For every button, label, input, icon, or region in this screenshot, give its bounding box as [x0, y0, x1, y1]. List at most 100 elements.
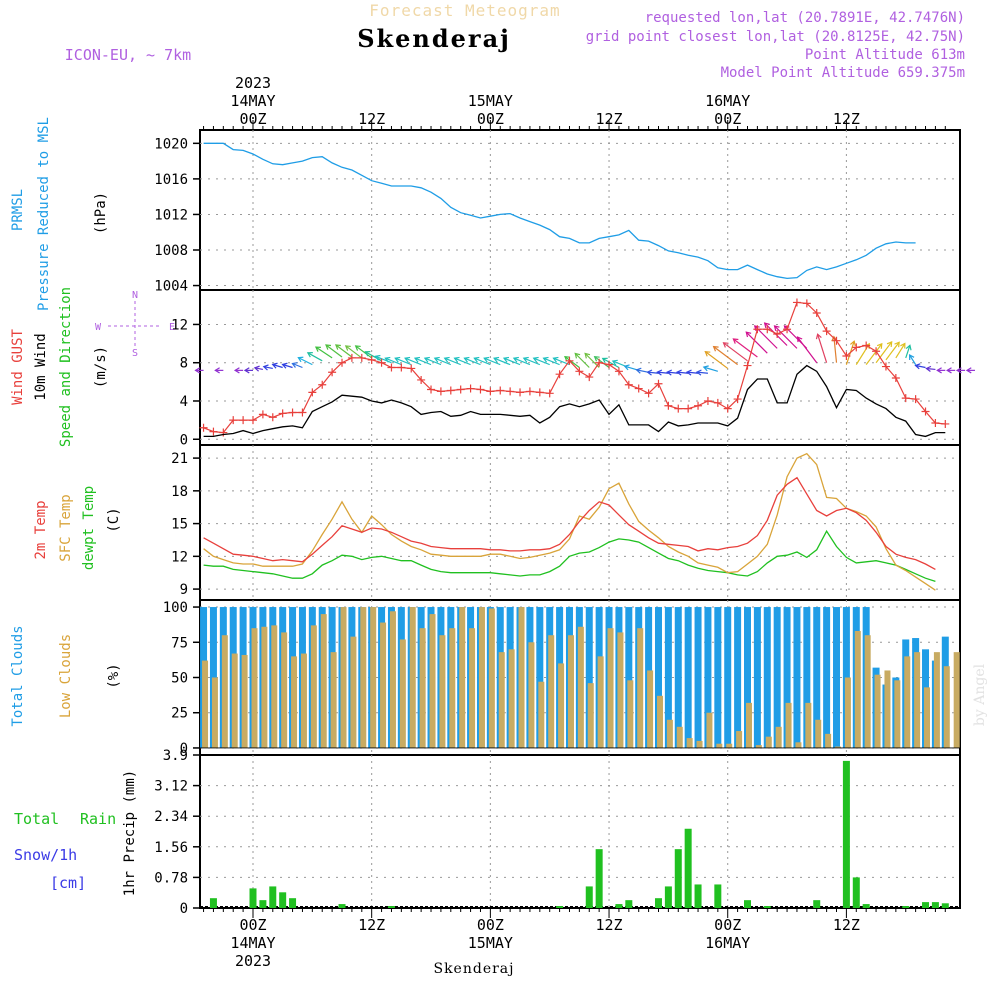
gust-marker — [891, 374, 900, 383]
wind-arrow-head — [493, 356, 500, 363]
total-cloud-bar — [734, 607, 742, 748]
total-cloud-bar — [625, 607, 633, 748]
rain-bar — [941, 903, 949, 908]
low-cloud-bar — [409, 607, 416, 748]
wind-arrow-head — [936, 367, 942, 374]
wind-arrow-head — [253, 365, 260, 372]
low-cloud-bar — [498, 652, 505, 748]
low-cloud-bar — [647, 670, 654, 748]
low-cloud-bar — [300, 653, 307, 748]
gust-marker — [357, 353, 366, 362]
time-label-bottom: 14MAY — [230, 934, 275, 952]
wind-arrow-head — [702, 365, 709, 372]
wind-arrow-head — [384, 356, 391, 363]
y-tick-label: 15 — [171, 517, 188, 533]
wind-arrow — [484, 357, 501, 366]
wind-arrow-head — [522, 356, 529, 363]
gust-marker — [812, 308, 821, 317]
wind-arrow — [855, 343, 870, 365]
time-label-top: 12Z — [595, 110, 622, 128]
y-tick-label: 18 — [171, 484, 188, 500]
wind-arrow-head — [646, 369, 653, 376]
gust-marker — [278, 409, 287, 418]
wind-arrow-head — [314, 346, 321, 352]
gust-marker — [288, 408, 297, 417]
y-tick-label: 3.12 — [154, 779, 188, 795]
low-clouds-label: Low Clouds — [58, 634, 74, 718]
wind-arrow — [385, 357, 402, 366]
wind-arrow — [543, 357, 560, 366]
y-tick-label: 3.9 — [163, 748, 188, 764]
gust-marker — [446, 386, 455, 395]
wind-arrow — [703, 366, 719, 372]
wind-arrow — [404, 357, 422, 366]
wind-arrow-head — [704, 350, 711, 357]
y-tick-label: 1012 — [154, 207, 188, 223]
wind-arrow-head — [325, 344, 332, 350]
rain-bar — [654, 898, 662, 908]
gust-marker — [881, 362, 890, 371]
wind10m-line — [203, 364, 946, 438]
wind-unit-label: (m/s) — [93, 346, 109, 388]
low-cloud-bar — [261, 626, 268, 748]
gust-marker — [258, 410, 267, 419]
low-cloud-bar — [815, 719, 822, 748]
rain-bar — [664, 886, 672, 908]
wind-arrow — [905, 345, 911, 359]
compass-e: E — [169, 322, 175, 333]
wind-arrow — [513, 357, 531, 366]
low-cloud-bar — [330, 652, 337, 748]
gust-marker — [941, 419, 950, 428]
gust-marker — [763, 325, 772, 334]
gust-marker — [842, 352, 851, 361]
wind-arrow — [474, 357, 491, 366]
wind-arrow-head — [965, 367, 972, 374]
gust-marker — [753, 325, 762, 334]
wind-arrow — [636, 369, 649, 373]
gust-marker — [674, 404, 683, 413]
wind-arrow-head — [732, 338, 739, 344]
y-tick-label: 0 — [180, 432, 188, 448]
rain-bar — [279, 892, 287, 908]
gust-marker — [249, 416, 257, 425]
time-label-top: 16MAY — [705, 92, 750, 110]
prmsl-label: PRMSL — [10, 189, 26, 231]
gust-marker — [703, 396, 712, 405]
gust-marker — [367, 355, 376, 364]
model-altitude: Model Point Altitude 659.375m — [721, 65, 965, 81]
low-cloud-bar — [508, 649, 515, 748]
low-cloud-bar — [637, 628, 644, 748]
gust-marker — [595, 358, 604, 367]
total-cloud-bar — [674, 607, 682, 748]
low-cloud-bar — [478, 607, 485, 748]
low-cloud-bar — [666, 719, 673, 748]
wind-arrow-head — [611, 359, 618, 366]
low-cloud-bar — [755, 745, 762, 748]
wind-arrow — [745, 331, 768, 354]
wind-arrow-head — [635, 367, 642, 374]
wind-arrow — [298, 357, 313, 366]
low-cloud-bar — [914, 652, 921, 748]
gust-marker — [298, 408, 307, 417]
y-tick-label: 100 — [163, 600, 188, 616]
wind-arrow-head — [815, 333, 822, 340]
wind-arrow — [686, 371, 699, 374]
wind-arrow-head — [876, 342, 883, 349]
precip-axis-label: 1hr Precip (mm) — [122, 770, 138, 896]
wind-arrow — [564, 356, 580, 368]
low-cloud-bar — [874, 674, 881, 748]
low-cloud-bar — [251, 628, 258, 748]
low-cloud-bar — [202, 660, 209, 748]
wind-arrow-head — [433, 356, 440, 363]
gust-marker — [397, 363, 406, 372]
low-cloud-bar — [844, 677, 851, 748]
wind-arrow-head — [364, 351, 371, 357]
wind-arrow-head — [925, 365, 932, 372]
wind-arrow — [493, 357, 511, 366]
total-cloud-bar — [833, 607, 841, 748]
time-label-bottom: 12Z — [833, 916, 860, 934]
y-tick-label: 1.56 — [154, 840, 188, 856]
low-cloud-bar — [854, 631, 861, 748]
